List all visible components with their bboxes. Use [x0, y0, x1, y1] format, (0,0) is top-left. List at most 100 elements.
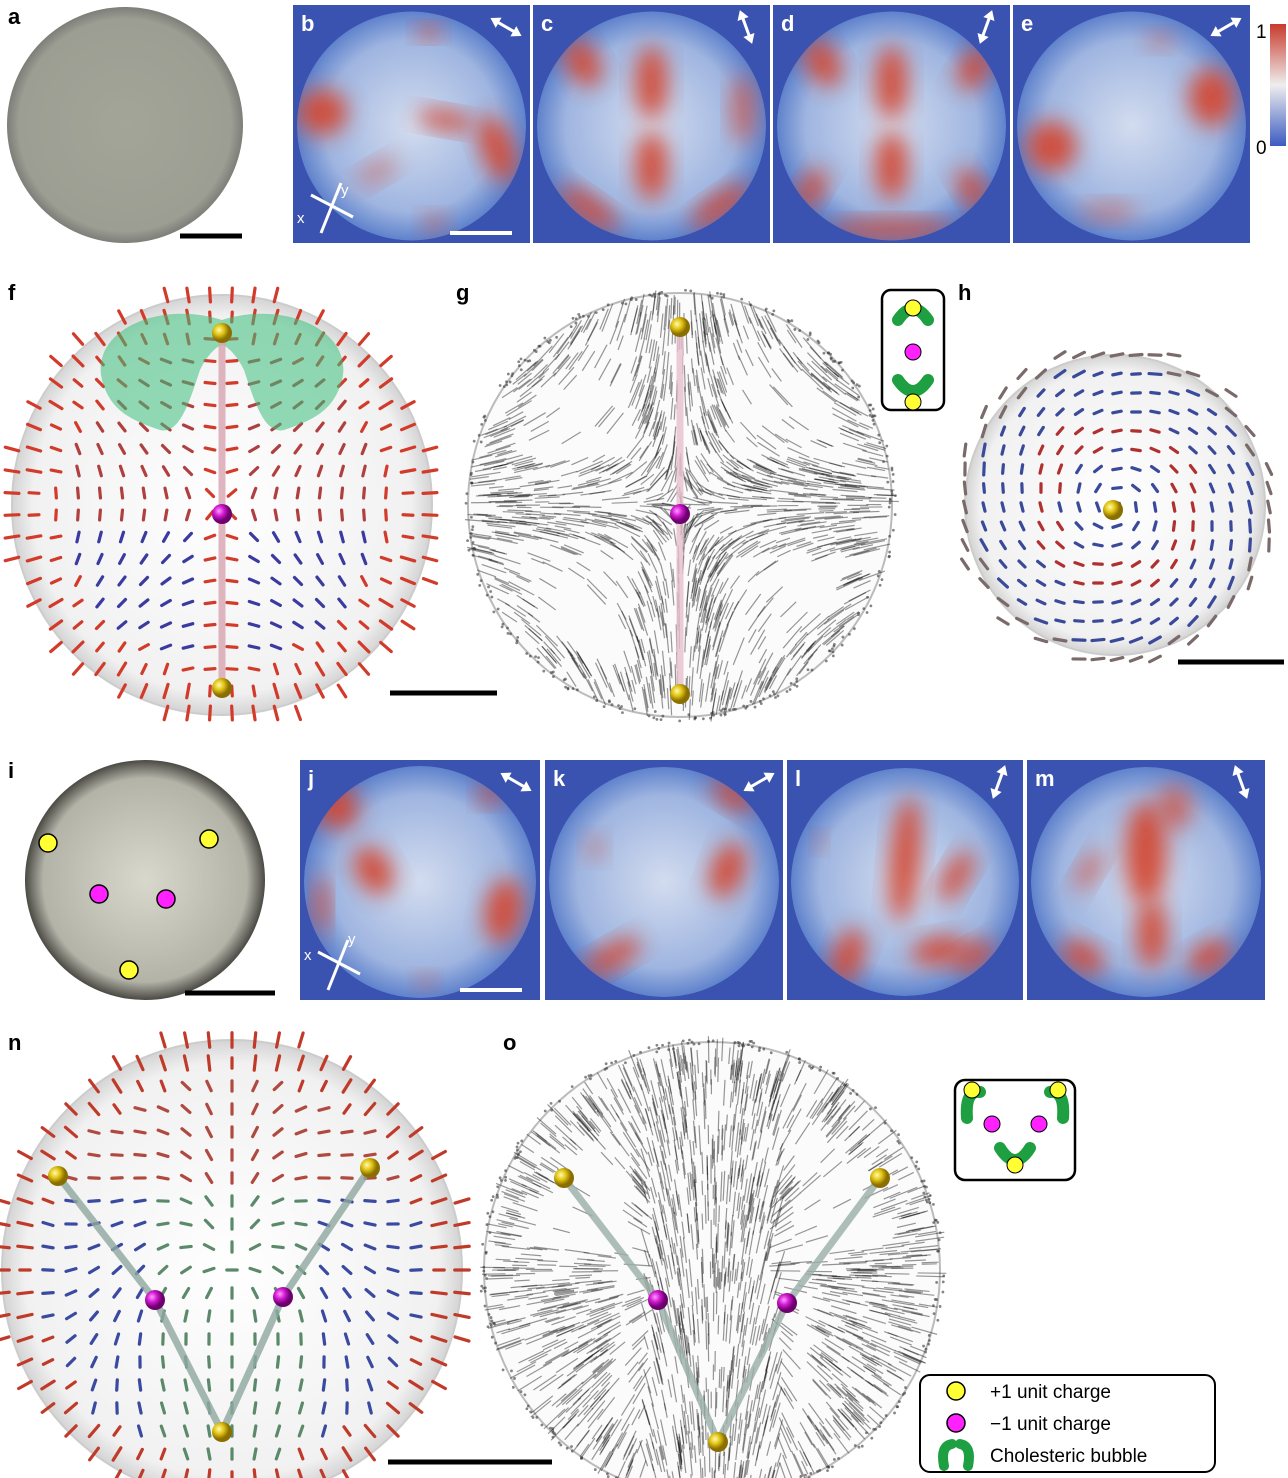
director	[5, 493, 19, 494]
rim-speck	[502, 1368, 505, 1371]
director	[275, 488, 277, 498]
rim-speck	[658, 292, 661, 295]
rim-speck	[501, 625, 504, 628]
rim-speck	[928, 1198, 931, 1201]
streak	[872, 1266, 898, 1267]
rim-speck	[693, 718, 696, 721]
rim-speck	[798, 329, 801, 332]
director	[1092, 639, 1104, 640]
rim-speck	[488, 1313, 491, 1316]
director	[343, 1471, 350, 1478]
rim-speck	[584, 1076, 587, 1079]
streak	[705, 1099, 706, 1119]
rim-speck	[829, 650, 832, 653]
rim-speck	[472, 547, 475, 550]
rim-speck	[507, 373, 510, 376]
rim-speck	[595, 311, 598, 314]
director	[205, 647, 215, 648]
rim-speck	[570, 1445, 573, 1448]
director	[205, 361, 215, 362]
rim-speck	[653, 295, 656, 298]
heat-blob	[635, 132, 667, 201]
rim-speck	[878, 441, 881, 444]
rim-speck	[657, 1047, 660, 1050]
rim-speck	[936, 1250, 939, 1253]
streak	[705, 1456, 706, 1476]
streak	[857, 1277, 872, 1278]
minus-defect	[212, 504, 232, 524]
director	[273, 1246, 283, 1247]
rim-speck	[546, 340, 549, 343]
director	[1170, 392, 1178, 394]
rim-speck	[655, 1050, 658, 1053]
streak	[702, 1072, 703, 1087]
streak	[705, 1076, 706, 1099]
rim-speck	[888, 506, 891, 509]
director	[1250, 539, 1251, 551]
rim-speck	[928, 1201, 931, 1204]
rim-speck	[885, 1414, 888, 1417]
streak	[706, 1421, 707, 1440]
rim-speck	[920, 1180, 923, 1183]
director	[165, 510, 167, 520]
director	[112, 1131, 122, 1133]
director	[227, 426, 237, 427]
rim-speck	[841, 369, 844, 372]
rim-speck	[517, 1154, 520, 1157]
director	[1248, 577, 1252, 588]
rim-speck	[478, 584, 481, 587]
rim-speck	[758, 1049, 761, 1052]
streak	[718, 1129, 719, 1154]
director	[323, 1380, 324, 1390]
streak	[722, 1145, 723, 1160]
director	[1230, 503, 1232, 511]
director	[423, 579, 436, 584]
rim-speck	[932, 1304, 935, 1307]
streak	[777, 501, 804, 502]
rim-speck	[832, 360, 835, 363]
director	[273, 1223, 283, 1225]
heat-blob	[875, 46, 907, 119]
heat-blob	[1080, 203, 1137, 221]
streak	[488, 1275, 513, 1276]
rim-speck	[831, 647, 834, 650]
colorbar-label: 0	[1256, 138, 1267, 159]
rim-speck	[524, 359, 527, 362]
rim-speck	[698, 1042, 701, 1045]
rim-speck	[570, 325, 573, 328]
rim-speck	[809, 1472, 812, 1475]
rim-speck	[471, 528, 474, 531]
rim-speck	[754, 706, 757, 709]
director	[983, 503, 985, 511]
rim-speck	[848, 633, 851, 636]
figure: a 1 0 i f g h n o +1 unit charge −1 unit…	[0, 0, 1288, 1478]
rim-speck	[857, 613, 860, 616]
rim-speck	[482, 1287, 485, 1290]
director	[158, 1223, 168, 1225]
director	[0, 1292, 9, 1293]
rim-speck	[826, 1469, 829, 1472]
legend-label: Cholesteric bubble	[990, 1446, 1147, 1467]
rim-speck	[564, 686, 567, 689]
streak	[718, 1315, 719, 1334]
rim-speck	[924, 1351, 927, 1354]
rim-speck	[549, 1427, 552, 1430]
director	[411, 1293, 421, 1294]
rim-speck	[742, 705, 745, 708]
director	[158, 1177, 168, 1179]
streak	[730, 506, 749, 507]
rim-speck	[933, 1312, 936, 1315]
rim-speck	[487, 585, 490, 588]
director	[113, 1471, 120, 1478]
rim-speck	[605, 1062, 608, 1065]
streak	[875, 1263, 892, 1264]
rim-speck	[577, 313, 580, 316]
streak	[702, 1468, 703, 1478]
panel-label: h	[958, 280, 971, 305]
director	[162, 1357, 163, 1367]
director	[205, 426, 215, 428]
rim-speck	[872, 408, 875, 411]
director	[254, 1449, 256, 1459]
director	[323, 1334, 324, 1344]
heat-blob	[635, 46, 667, 119]
